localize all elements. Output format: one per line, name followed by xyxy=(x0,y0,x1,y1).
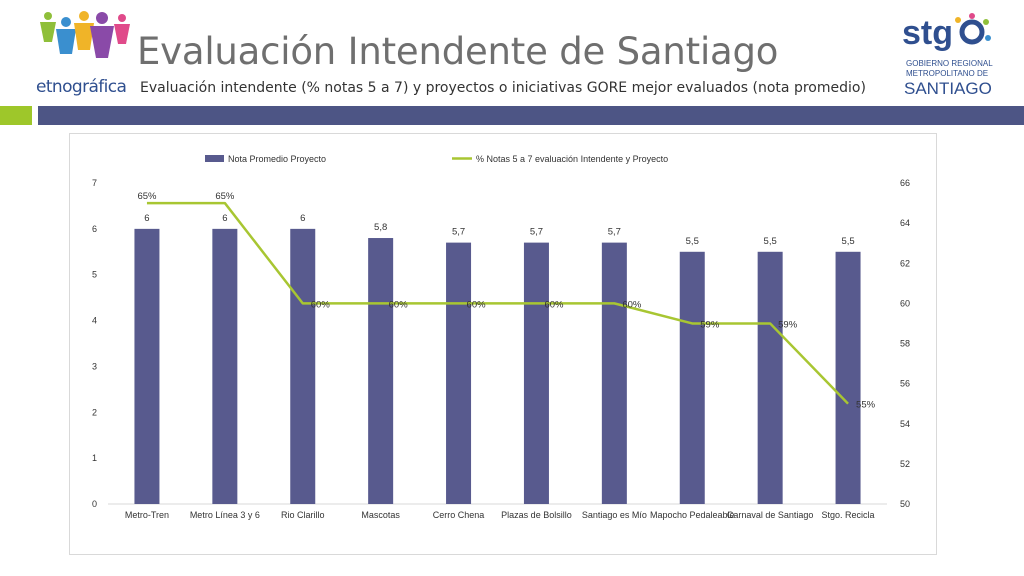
line-data-label: 55% xyxy=(856,400,876,411)
brand-name: etnográfica xyxy=(36,77,127,97)
bar-series xyxy=(134,228,861,504)
bar xyxy=(134,228,160,504)
bar xyxy=(368,238,394,504)
bar xyxy=(212,228,238,504)
bar xyxy=(290,228,316,504)
y-left-tick-label: 7 xyxy=(92,178,97,188)
sun-icon xyxy=(955,13,991,45)
line-data-label: 65% xyxy=(137,191,157,202)
left-axis-ticks: 0 1 2 3 4 5 6 7 xyxy=(92,178,97,509)
line-series xyxy=(146,201,849,405)
category-labels: Metro-Tren Metro Línea 3 y 6 Rio Clarillo M… xyxy=(125,510,875,520)
page-subtitle: Evaluación intendente (% notas 5 a 7) y … xyxy=(140,80,866,96)
bar xyxy=(757,251,783,504)
y-right-tick-label: 58 xyxy=(900,339,910,349)
category-label: Santiago es Mío xyxy=(582,510,647,520)
y-left-tick-label: 6 xyxy=(92,224,97,234)
accent-bar-green xyxy=(0,106,32,125)
y-right-tick-label: 54 xyxy=(900,419,910,429)
bar-data-label: 5,8 xyxy=(374,222,387,233)
page-title: Evaluación Intendente de Santiago xyxy=(137,30,779,73)
y-left-tick-label: 4 xyxy=(92,316,97,326)
bar-data-label: 5,7 xyxy=(608,227,621,238)
y-right-tick-label: 50 xyxy=(900,499,910,509)
y-left-tick-label: 0 xyxy=(92,499,97,509)
category-label: Plazas de Bolsillo xyxy=(501,510,572,520)
line-data-label: 59% xyxy=(778,319,798,330)
line-data-label: 59% xyxy=(700,319,720,330)
bar-data-label: 5,5 xyxy=(841,236,854,247)
bar-data-label: 6 xyxy=(222,213,227,224)
line-data-label: 60% xyxy=(467,299,487,310)
bar xyxy=(523,242,549,504)
line-data-label: 60% xyxy=(544,299,564,310)
y-right-tick-label: 56 xyxy=(900,379,910,389)
y-right-tick-label: 60 xyxy=(900,298,910,308)
category-label: Cerro Chena xyxy=(433,510,485,520)
logo-line-1: GOBIERNO REGIONAL xyxy=(906,59,993,68)
gore-santiago-logo: stg GOBIERNO REGIONAL METROPOLITANO DE S… xyxy=(902,13,993,98)
y-left-tick-label: 1 xyxy=(92,453,97,463)
line-data-label: 60% xyxy=(622,299,642,310)
bar-data-labels: 6 6 6 5,8 5,7 5,7 5,7 5,5 5,5 5,5 xyxy=(144,213,854,247)
bar-data-label: 6 xyxy=(300,213,305,224)
category-label: Metro Línea 3 y 6 xyxy=(190,510,260,520)
logo-line-3: SANTIAGO xyxy=(904,79,992,98)
legend-label-line: % Notas 5 a 7 evaluación Intendente y Pr… xyxy=(476,154,668,164)
accent-bar-blue xyxy=(38,106,1024,125)
bar-data-label: 6 xyxy=(144,213,149,224)
legend-swatch-bars xyxy=(205,155,224,162)
etnografica-logo xyxy=(40,11,130,58)
legend: Nota Promedio Proyecto % Notas 5 a 7 eva… xyxy=(205,154,668,164)
bar-data-label: 5,7 xyxy=(452,227,465,238)
logo-word: stg xyxy=(902,14,953,52)
y-right-tick-label: 64 xyxy=(900,218,910,228)
bar-data-label: 5,5 xyxy=(686,236,699,247)
category-label: Mascotas xyxy=(361,510,400,520)
y-left-tick-label: 5 xyxy=(92,270,97,280)
category-label: Carnaval de Santiago xyxy=(727,510,814,520)
bar xyxy=(835,251,861,504)
y-right-tick-label: 52 xyxy=(900,459,910,469)
bar xyxy=(679,251,705,504)
category-label: Mapocho Pedaleable xyxy=(650,510,735,520)
logo-line-2: METROPOLITANO DE xyxy=(906,69,988,78)
bar xyxy=(601,242,627,504)
y-left-tick-label: 2 xyxy=(92,407,97,417)
line-data-labels: 65% 65% 60% 60% 60% 60% 60% 59% 59% 55% xyxy=(137,191,875,411)
category-label: Metro-Tren xyxy=(125,510,169,520)
line-data-label: 65% xyxy=(215,191,235,202)
people-figures-icon xyxy=(40,11,130,58)
bar xyxy=(446,242,472,504)
y-right-tick-label: 62 xyxy=(900,258,910,268)
y-left-tick-label: 3 xyxy=(92,361,97,371)
category-label: Stgo. Recicla xyxy=(822,510,875,520)
legend-label-bars: Nota Promedio Proyecto xyxy=(228,154,326,164)
line-data-label: 60% xyxy=(311,299,331,310)
line-data-label: 60% xyxy=(389,299,409,310)
right-axis-ticks: 50 52 54 56 58 60 62 64 66 xyxy=(900,178,910,509)
category-label: Rio Clarillo xyxy=(281,510,325,520)
y-right-tick-label: 66 xyxy=(900,178,910,188)
bar-data-label: 5,5 xyxy=(764,236,777,247)
bar-data-label: 5,7 xyxy=(530,227,543,238)
